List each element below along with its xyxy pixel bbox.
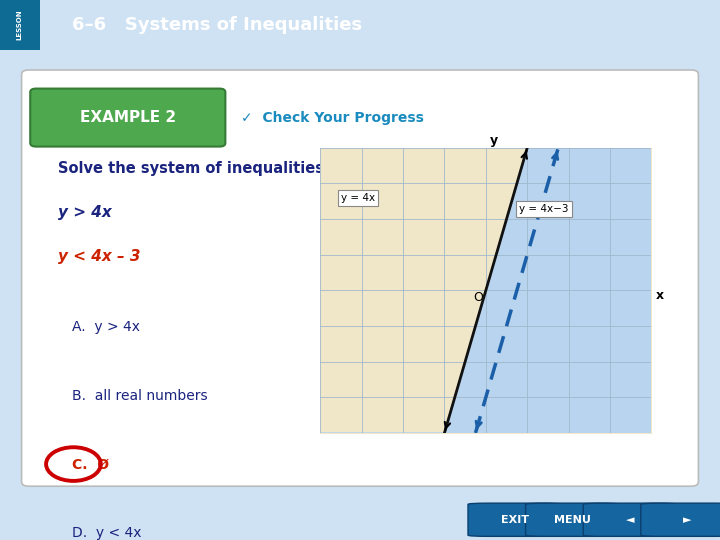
Text: y: y: [490, 134, 498, 147]
FancyBboxPatch shape: [22, 70, 698, 486]
Polygon shape: [0, 0, 40, 50]
FancyBboxPatch shape: [583, 503, 677, 536]
Text: D.  y < 4x: D. y < 4x: [72, 526, 142, 540]
Text: O: O: [474, 291, 483, 304]
Text: ◄: ◄: [626, 515, 634, 525]
Text: ►: ►: [683, 515, 692, 525]
FancyBboxPatch shape: [30, 89, 225, 146]
Text: y > 4x: y > 4x: [58, 205, 112, 220]
Text: EXAMPLE 2: EXAMPLE 2: [80, 110, 176, 125]
Text: MENU: MENU: [554, 515, 591, 525]
Text: y < 4x – 3: y < 4x – 3: [58, 249, 140, 264]
FancyBboxPatch shape: [641, 503, 720, 536]
Text: 6–6   Systems of Inequalities: 6–6 Systems of Inequalities: [72, 16, 362, 34]
Text: C.  Ø: C. Ø: [72, 457, 109, 471]
Text: x: x: [656, 289, 664, 302]
Text: y = 4x−3: y = 4x−3: [519, 204, 569, 214]
Text: Solve the system of inequalities by graphing.: Solve the system of inequalities by grap…: [58, 161, 434, 176]
Text: B.  all real numbers: B. all real numbers: [72, 389, 207, 403]
Text: EXIT: EXIT: [501, 515, 528, 525]
Text: LESSON: LESSON: [17, 10, 22, 40]
Text: A.  y > 4x: A. y > 4x: [72, 320, 140, 334]
Text: ✓  Check Your Progress: ✓ Check Your Progress: [241, 111, 424, 125]
FancyBboxPatch shape: [526, 503, 619, 536]
Text: y = 4x: y = 4x: [341, 193, 375, 203]
FancyBboxPatch shape: [468, 503, 562, 536]
